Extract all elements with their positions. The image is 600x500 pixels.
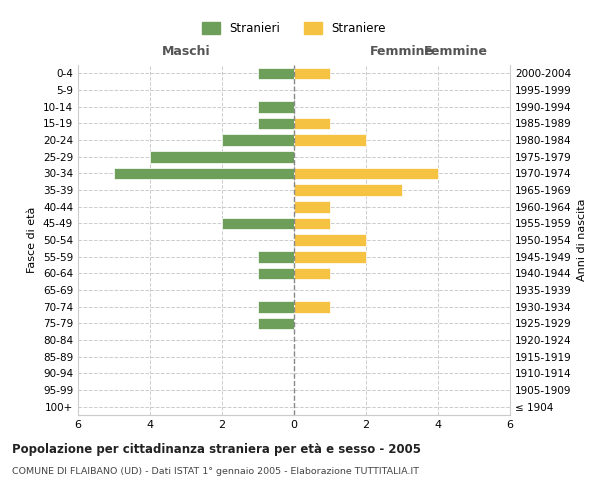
Bar — [258, 68, 294, 79]
Bar — [258, 101, 294, 112]
Text: Femmine: Femmine — [424, 45, 488, 58]
Bar — [258, 118, 294, 129]
Text: Femmine: Femmine — [370, 45, 434, 58]
Bar — [294, 168, 438, 179]
Bar — [258, 318, 294, 329]
Bar — [222, 134, 294, 146]
Bar — [294, 68, 330, 79]
Text: Maschi: Maschi — [161, 45, 211, 58]
Text: Popolazione per cittadinanza straniera per età e sesso - 2005: Popolazione per cittadinanza straniera p… — [12, 442, 421, 456]
Legend: Stranieri, Straniere: Stranieri, Straniere — [202, 22, 386, 35]
Bar — [294, 134, 366, 146]
Text: COMUNE DI FLAIBANO (UD) - Dati ISTAT 1° gennaio 2005 - Elaborazione TUTTITALIA.I: COMUNE DI FLAIBANO (UD) - Dati ISTAT 1° … — [12, 468, 419, 476]
Bar — [294, 301, 330, 312]
Bar — [294, 184, 402, 196]
Bar — [294, 201, 330, 212]
Bar — [294, 251, 366, 262]
Bar — [258, 301, 294, 312]
Bar — [258, 268, 294, 279]
Y-axis label: Fasce di età: Fasce di età — [28, 207, 37, 273]
Bar — [258, 251, 294, 262]
Bar — [222, 218, 294, 229]
Bar — [294, 234, 366, 246]
Bar — [150, 151, 294, 162]
Y-axis label: Anni di nascita: Anni di nascita — [577, 198, 587, 281]
Bar — [114, 168, 294, 179]
Bar — [294, 268, 330, 279]
Bar — [294, 118, 330, 129]
Bar — [294, 218, 330, 229]
